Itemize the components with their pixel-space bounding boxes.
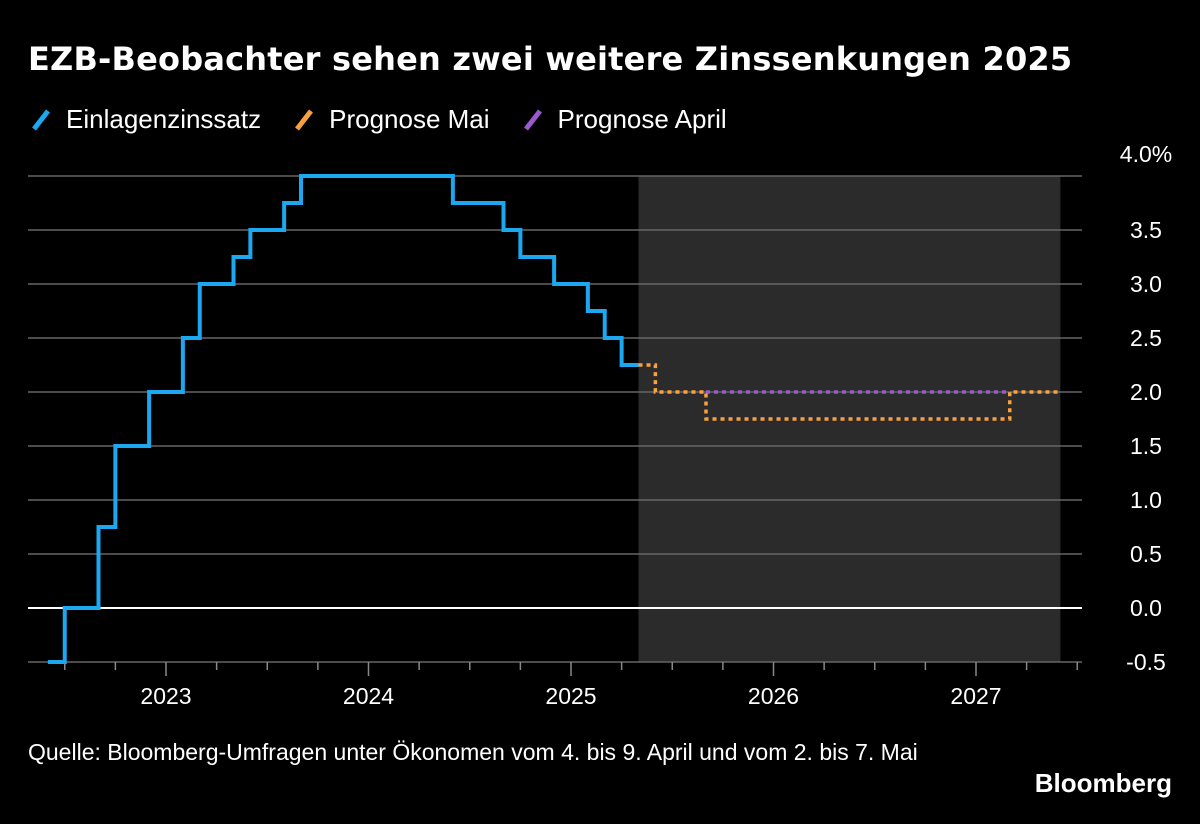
y-tick-label: 2.5: [1130, 325, 1162, 351]
legend-label: Einlagenzinssatz: [66, 104, 262, 134]
y-tick-label: 0.0: [1130, 595, 1162, 621]
series-prognose-mai: [638, 363, 1061, 421]
legend-swatch-purple-icon: [523, 108, 542, 131]
x-axis: 2023 2024 2025 2026 2027: [64, 662, 1078, 709]
legend-swatch-orange-icon: [295, 108, 314, 131]
y-tick-label: 3.0: [1130, 271, 1162, 297]
legend-item-einlagenzinssatz: Einlagenzinssatz: [28, 104, 261, 135]
y-axis-labels: 4.0% 3.5 3.0 2.5 2.0 1.5 1.0 0.5 0.0 -0.5: [1120, 141, 1172, 675]
chart-area: 4.0%3.53.02.52.01.51.00.50.0-0.5 2023 202…: [28, 141, 1172, 709]
legend-swatch-blue-icon: [32, 108, 50, 131]
series-lines: [47, 174, 1061, 664]
x-tick-label: 2024: [343, 683, 394, 709]
legend-label: Prognose Mai: [329, 104, 490, 134]
x-tick-label: 2027: [950, 683, 1001, 709]
source-note: Quelle: Bloomberg-Umfragen unter Ökonome…: [28, 739, 918, 765]
y-tick-label: 1.0: [1130, 487, 1162, 513]
legend-item-prognose-april: Prognose April: [520, 104, 727, 135]
x-tick-label: 2026: [748, 683, 799, 709]
legend: Einlagenzinssatz Prognose Mai Prognose A…: [28, 104, 757, 135]
x-tick-label: 2023: [140, 683, 191, 709]
y-tick-label: 4.0%: [1120, 141, 1172, 167]
chart-title: EZB-Beobachter sehen zwei weitere Zinsse…: [28, 40, 1073, 78]
y-tick-label: 3.5: [1130, 217, 1162, 243]
y-tick-label: 2.0: [1130, 379, 1162, 405]
series-einlagenzinssatz: [47, 174, 639, 664]
y-tick-label: 0.5: [1130, 541, 1162, 567]
brand-logo: Bloomberg: [1034, 768, 1172, 798]
legend-item-prognose-mai: Prognose Mai: [291, 104, 490, 135]
x-tick-label: 2025: [545, 683, 596, 709]
y-tick-label: -0.5: [1126, 649, 1166, 675]
legend-label: Prognose April: [557, 104, 727, 134]
y-tick-label: 1.5: [1130, 433, 1162, 459]
